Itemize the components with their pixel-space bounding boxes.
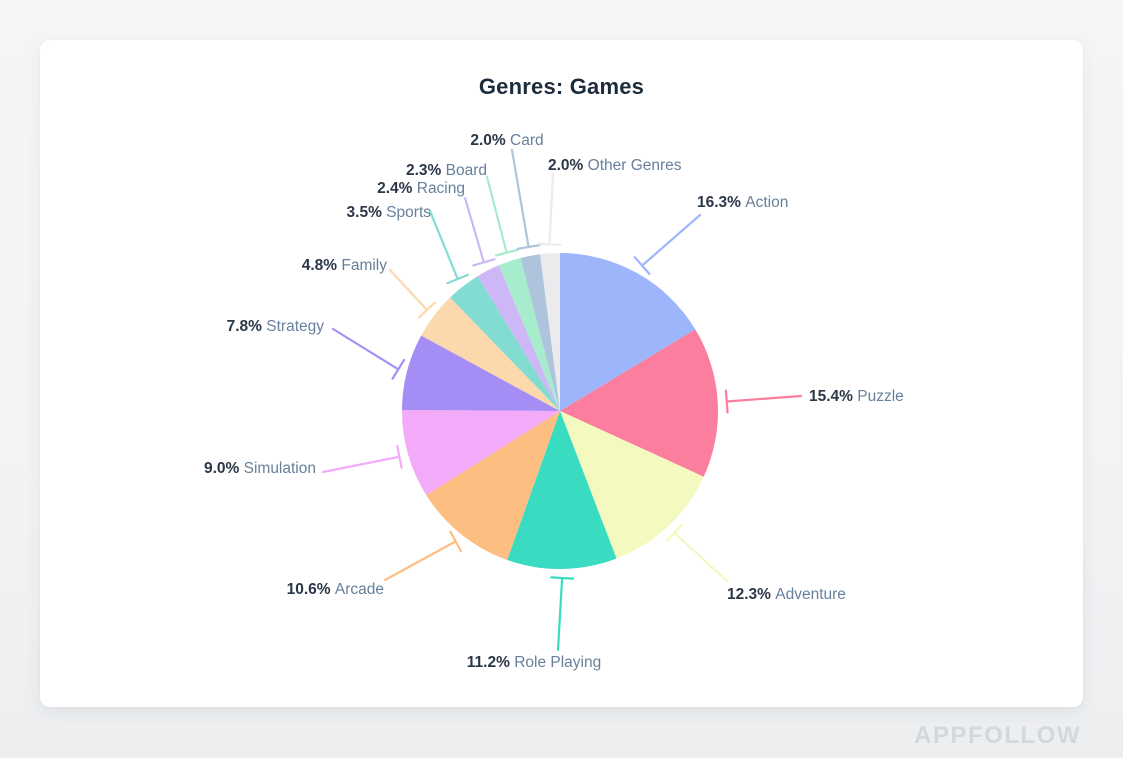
pie-slice-simulation[interactable] (401, 410, 560, 496)
slice-label-sports: 3.5% Sports (347, 204, 432, 221)
pie-slice-board[interactable] (498, 258, 560, 411)
leader-line-card (510, 148, 541, 250)
pie-slice-puzzle[interactable] (560, 329, 718, 477)
appfollow-watermark: APPFOLLOW (914, 722, 1081, 749)
leader-line-puzzle (724, 389, 803, 414)
leader-lines-group (321, 148, 803, 652)
pie-slice-strategy[interactable] (402, 335, 560, 411)
slice-label-role-playing: 11.2% Role Playing (467, 654, 601, 671)
leader-line-role-playing (550, 576, 575, 652)
leader-line-action (633, 213, 702, 275)
pie-slice-arcade[interactable] (426, 411, 560, 560)
pie-slice-role-playing[interactable] (507, 411, 617, 569)
leader-line-board (485, 175, 519, 257)
pie-slice-other-genres[interactable] (540, 253, 560, 411)
slice-label-board: 2.3% Board (406, 162, 487, 179)
slice-label-simulation: 9.0% Simulation (204, 460, 316, 477)
slice-label-card: 2.0% Card (470, 132, 543, 149)
leader-line-strategy (331, 327, 406, 380)
leader-line-family (388, 268, 437, 319)
pie-slice-action[interactable] (560, 253, 696, 411)
chart-title: Genres: Games (478, 74, 645, 99)
leader-line-racing (463, 196, 496, 267)
slice-label-puzzle: 15.4% Puzzle (809, 388, 904, 405)
pie-slice-racing[interactable] (477, 265, 560, 411)
leader-line-adventure (665, 523, 729, 583)
leader-line-simulation (321, 444, 403, 474)
pie-slice-family[interactable] (421, 297, 560, 411)
slice-labels-group: 16.3% Action 15.4% Puzzle 12.3% Adventure 1… (204, 132, 904, 671)
pie-slice-card[interactable] (520, 254, 560, 411)
pie-slice-sports[interactable] (450, 276, 560, 411)
slice-label-racing: 2.4% Racing (377, 180, 465, 197)
leader-line-other-genres (537, 172, 562, 246)
pie-slice-adventure[interactable] (560, 411, 704, 559)
slice-label-action: 16.3% Action (697, 194, 788, 211)
pie-slices-group (401, 253, 718, 569)
slice-label-other-genres: 2.0% Other Genres (548, 157, 682, 174)
leader-line-sports (428, 209, 469, 285)
slice-label-adventure: 12.3% Adventure (727, 586, 846, 603)
slice-label-arcade: 10.6% Arcade (287, 581, 384, 598)
slice-label-strategy: 7.8% Strategy (227, 318, 325, 335)
slice-label-family: 4.8% Family (302, 257, 388, 274)
leader-line-arcade (383, 530, 463, 582)
